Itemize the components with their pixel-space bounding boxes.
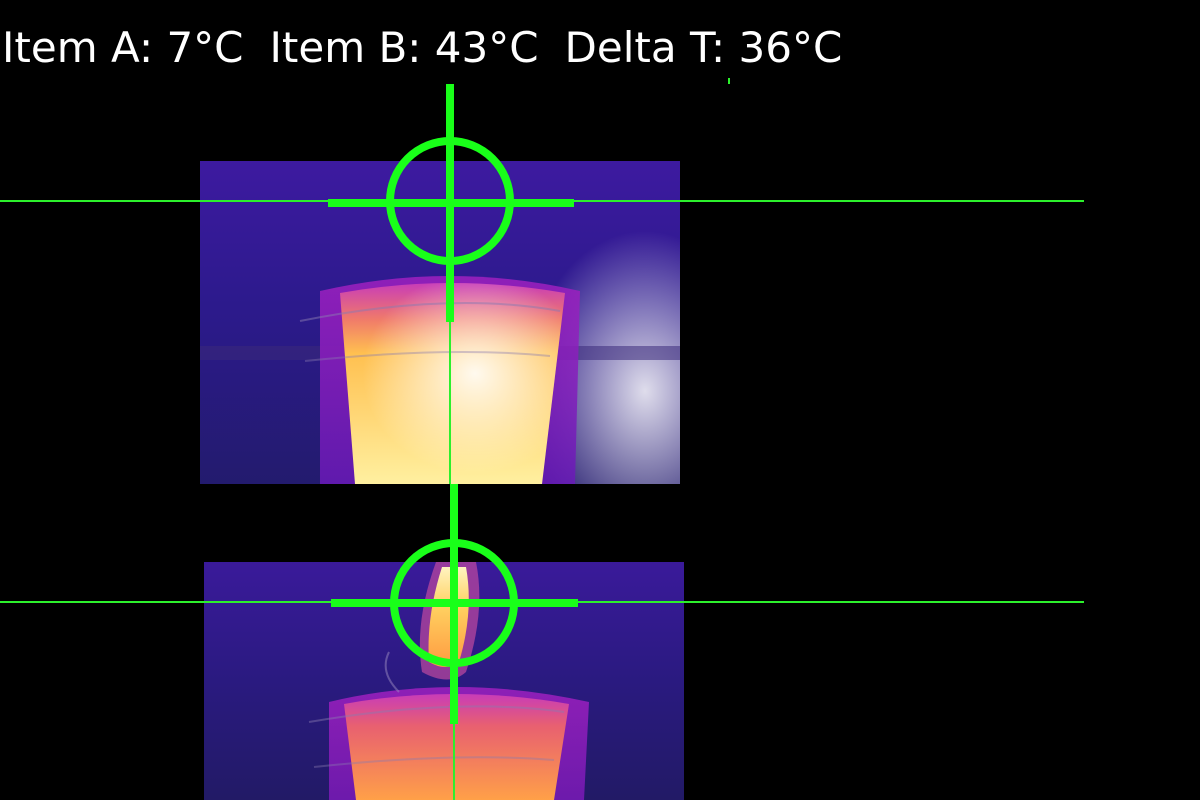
crosshair-icon <box>328 84 574 322</box>
temperature-readout: Item A: 7°C Item B: 43°C Delta T: 36°C <box>2 22 868 74</box>
thermal-cup-bottom-graphic <box>308 562 589 800</box>
delta-t-temperature: Delta T: 36°C <box>564 23 843 72</box>
item-a-temperature: Item A: 7°C <box>2 23 244 72</box>
crosshair-icon <box>331 484 578 724</box>
item-b-temperature: Item B: 43°C <box>269 23 539 72</box>
